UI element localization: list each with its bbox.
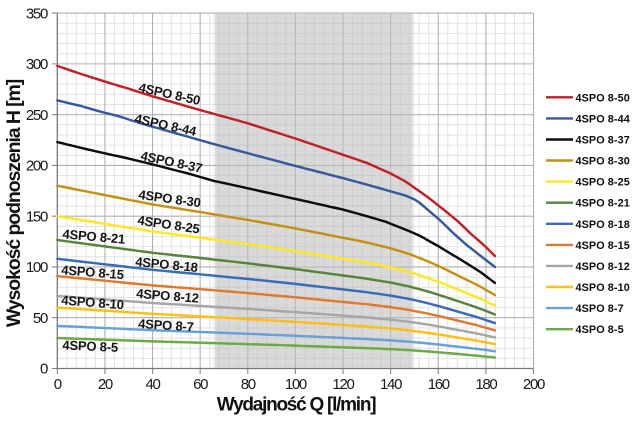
svg-text:Wydajność Q [l/min]: Wydajność Q [l/min] — [217, 395, 376, 416]
svg-text:4SPO 8-7: 4SPO 8-7 — [576, 303, 624, 315]
svg-text:4SPO 8-12: 4SPO 8-12 — [136, 286, 199, 306]
svg-text:20: 20 — [98, 376, 113, 393]
svg-text:50: 50 — [33, 310, 48, 327]
svg-text:100: 100 — [285, 376, 307, 393]
svg-text:100: 100 — [26, 259, 48, 276]
svg-text:4SPO 8-10: 4SPO 8-10 — [61, 292, 124, 312]
svg-text:4SPO 8-44: 4SPO 8-44 — [576, 113, 630, 125]
svg-text:180: 180 — [475, 376, 497, 393]
svg-text:4SPO 8-15: 4SPO 8-15 — [576, 240, 630, 252]
svg-text:140: 140 — [380, 376, 402, 393]
svg-text:200: 200 — [26, 158, 48, 175]
svg-text:160: 160 — [428, 376, 450, 393]
svg-text:4SPO 8-21: 4SPO 8-21 — [62, 226, 126, 246]
svg-text:4SPO 8-21: 4SPO 8-21 — [576, 198, 630, 210]
svg-text:4SPO 8-10: 4SPO 8-10 — [576, 282, 630, 294]
svg-text:120: 120 — [332, 376, 354, 393]
svg-text:4SPO 8-7: 4SPO 8-7 — [138, 316, 194, 334]
svg-text:4SPO 8-12: 4SPO 8-12 — [576, 261, 630, 273]
svg-text:4SPO 8-15: 4SPO 8-15 — [61, 262, 124, 282]
svg-text:4SPO 8-18: 4SPO 8-18 — [576, 219, 630, 231]
svg-text:250: 250 — [26, 107, 48, 124]
svg-text:200: 200 — [523, 376, 545, 393]
svg-text:4SPO 8-25: 4SPO 8-25 — [576, 177, 630, 189]
svg-text:0: 0 — [40, 361, 48, 378]
svg-text:4SPO 8-5: 4SPO 8-5 — [62, 338, 118, 355]
svg-text:4SPO 8-50: 4SPO 8-50 — [576, 92, 630, 104]
svg-text:4SPO 8-37: 4SPO 8-37 — [576, 135, 630, 147]
svg-text:4SPO 8-30: 4SPO 8-30 — [576, 156, 630, 168]
svg-text:300: 300 — [26, 56, 48, 73]
svg-text:0: 0 — [54, 376, 62, 393]
svg-text:4SPO 8-5: 4SPO 8-5 — [576, 324, 624, 336]
svg-text:80: 80 — [241, 376, 256, 393]
svg-text:40: 40 — [145, 376, 160, 393]
svg-text:150: 150 — [26, 208, 48, 225]
svg-text:4SPO 8-18: 4SPO 8-18 — [135, 254, 199, 275]
svg-text:350: 350 — [26, 5, 48, 22]
svg-text:60: 60 — [193, 376, 208, 393]
svg-text:Wysokość podnoszenia H [m]: Wysokość podnoszenia H [m] — [3, 79, 25, 327]
